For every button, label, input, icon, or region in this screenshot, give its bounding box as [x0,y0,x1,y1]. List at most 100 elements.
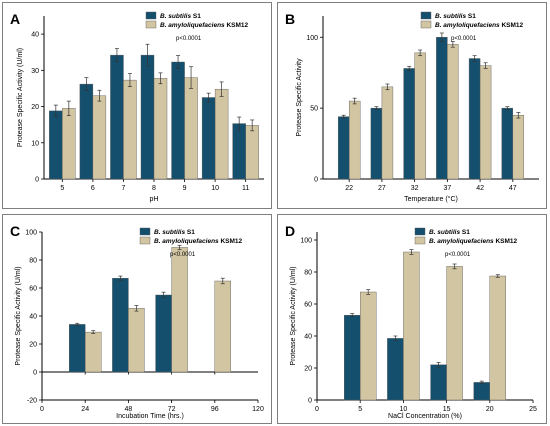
bar-subtilis-48 [112,277,129,373]
y-tick-label: 0 [314,177,318,184]
bar-amylo-5 [62,108,76,180]
p-value-label: p<0.0001 [445,252,471,258]
error-bar [418,49,423,57]
y-tick-label: 40 [304,334,312,341]
error-bar [84,77,89,91]
bar-amylo-5 [359,291,377,401]
bar-subtilis-8 [140,54,155,180]
error-bar [66,100,71,116]
error-bar [516,112,521,119]
error-bar [237,116,242,131]
legend-entry: B. subtilis S1 [160,13,201,20]
bar-amylo-10 [403,251,420,401]
x-axis-title: Incubation Time (hrs.) [116,413,184,420]
error-bar [350,313,355,318]
panel-letter: B [285,11,295,27]
error-bar [219,81,224,97]
x-axis-title: pH [150,196,159,203]
p-value-label: p<0.0001 [451,36,477,42]
x-tick-label: 7 [121,185,125,192]
y-tick-label: 20 [31,104,39,111]
x-axis-title: Temperature (°C) [404,195,458,203]
error-bar [407,65,412,71]
bar-subtilis-22 [337,116,350,180]
y-tick-label: 100 [306,35,318,42]
bar-subtilis-11 [232,123,246,180]
legend-swatch [145,11,157,20]
y-tick-label: 100 [300,238,312,245]
x-tick-label: 5 [358,406,362,413]
y-tick-label: 0 [308,398,312,405]
bar-amylo-37 [447,44,459,180]
error-bar [145,43,150,67]
bar-subtilis-27 [370,107,383,180]
y-tick-label: 20 [29,342,37,349]
bar-subtilis-47 [501,107,514,180]
y-tick-label: 30 [31,68,39,75]
y-tick-label: 60 [304,302,312,309]
y-tick-label: 60 [29,286,37,293]
legend-swatch [420,20,432,29]
error-bar [495,274,500,278]
x-axis-title: NaCl Concentration (%) [388,413,462,420]
bar-amylo-96 [214,280,232,373]
error-bar [436,362,441,368]
p-value-label: p<0.0001 [170,252,196,258]
y-tick-label: 0 [35,177,39,184]
y-tick-label: 100 [25,230,37,237]
bar-amylo-10 [214,88,229,180]
x-tick-label: 10 [400,406,408,413]
x-tick-label: 96 [211,406,219,413]
x-tick-label: 15 [443,406,451,413]
panel-letter: D [285,223,295,239]
y-tick-label: 80 [29,258,37,265]
y-tick-label: -20 [27,398,37,405]
x-tick-label: 11 [242,185,249,192]
bar-amylo-32 [414,52,426,180]
bar-amylo-27 [381,86,394,180]
error-bar [158,72,163,85]
panel-a: A 0 10 20 30 40 5 6 7 8 9 10 11 pH Protease Specific A… [2,2,272,209]
bar-amylo-9 [184,77,198,180]
bar-subtilis-72 [155,294,172,373]
x-tick-label: 20 [486,406,494,413]
legend-entry: B. subtilis S1 [154,229,195,236]
bar-subtilis-42 [468,58,481,180]
legend-swatch [139,236,151,245]
error-bar [385,83,390,91]
x-tick-label: 47 [509,185,517,192]
bar-amylo-48 [128,308,145,373]
y-tick-label: 40 [31,32,39,39]
panel-d: D 0 20 40 60 80 100 0 5 10 15 20 25 NaCl Concentratio… [277,214,547,424]
x-tick-label: 37 [443,185,451,192]
error-bar [161,291,166,299]
error-bar [472,55,477,62]
error-bar [127,73,132,87]
y-axis-title: Protease Specific Activity (U/ml) [290,266,297,365]
x-tick-label: 42 [476,185,484,192]
error-bar [450,41,455,48]
error-bar [366,289,371,295]
bar-amylo-11 [245,125,259,180]
x-tick-label: 0 [315,406,319,413]
bar-amylo-47 [512,115,525,180]
bar-subtilis-9 [171,61,185,180]
bar-amylo-22 [348,100,361,180]
bar-subtilis-20 [473,382,491,401]
y-axis-title: Protease Specific Activity [296,58,303,137]
panel-b: B 0 50 100 22 27 32 37 42 47 Temperature (°C) Prote… [277,2,547,209]
bar-amylo-42 [479,65,492,180]
legend-swatch [414,236,426,245]
x-tick-label: 10 [211,185,219,192]
bar-subtilis-37 [436,37,448,180]
error-bar [409,249,414,255]
bar-subtilis-10 [387,338,404,401]
bar-subtilis-32 [403,68,415,180]
legend-swatch [145,20,157,29]
y-tick-label: 80 [304,270,312,277]
legend-swatch [420,11,432,20]
bar-subtilis-15 [430,364,447,401]
error-bar [479,380,484,385]
error-bar [206,92,211,103]
